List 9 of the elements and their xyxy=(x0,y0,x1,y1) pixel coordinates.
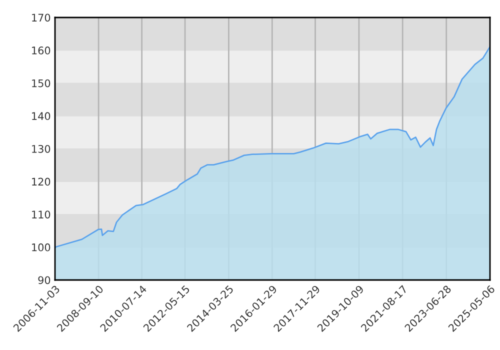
y-tick-label: 120 xyxy=(32,178,50,186)
y-tick-label: 90 xyxy=(38,276,50,284)
y-tick-label: 170 xyxy=(32,14,50,22)
y-tick-label: 110 xyxy=(32,210,50,218)
y-tick-label: 100 xyxy=(32,243,50,252)
y-tick-label: 150 xyxy=(32,79,50,88)
y-tick-label: 160 xyxy=(32,46,50,54)
y-tick-label: 130 xyxy=(32,144,50,153)
y-tick-label: 140 xyxy=(32,112,50,120)
